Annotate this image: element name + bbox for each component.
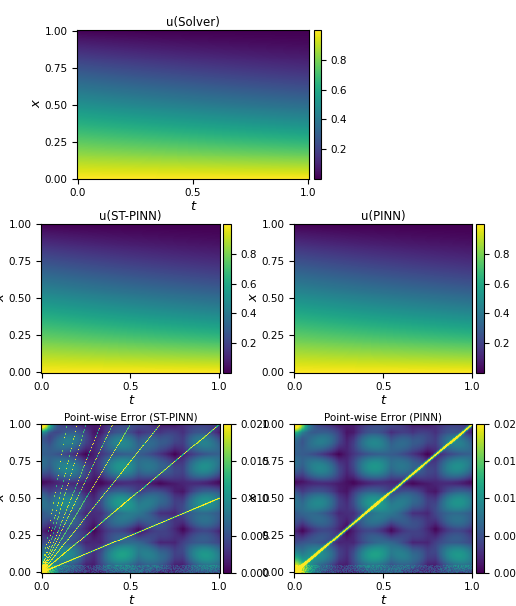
X-axis label: t: t	[381, 394, 386, 407]
X-axis label: t: t	[128, 394, 133, 407]
Y-axis label: x: x	[30, 101, 43, 108]
Title: Point-wise Error (PINN): Point-wise Error (PINN)	[324, 412, 442, 422]
X-axis label: t: t	[190, 200, 196, 213]
X-axis label: t: t	[128, 594, 133, 606]
Y-axis label: x: x	[0, 295, 7, 302]
Y-axis label: x: x	[247, 494, 260, 502]
Title: u(Solver): u(Solver)	[166, 16, 220, 29]
Title: u(PINN): u(PINN)	[361, 210, 406, 223]
Y-axis label: x: x	[0, 494, 7, 502]
X-axis label: t: t	[381, 594, 386, 606]
Title: u(ST-PINN): u(ST-PINN)	[99, 210, 162, 223]
Title: Point-wise Error (ST-PINN): Point-wise Error (ST-PINN)	[63, 412, 197, 422]
Y-axis label: x: x	[247, 295, 260, 302]
